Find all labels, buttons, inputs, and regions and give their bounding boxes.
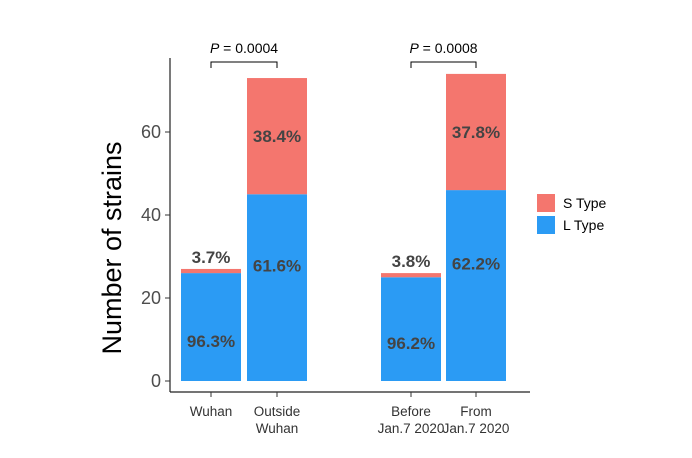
y-tick-label: 40 [141,205,161,225]
legend-label: L Type [563,217,604,233]
y-tick-label: 0 [151,371,161,391]
legend-swatch [537,216,555,234]
y-tick-label: 60 [141,122,161,142]
bar-labels-layer: 96.3% 3.7% 61.6% 38.4% 96.2% 3.8% 62.2% 37.8% [187,123,500,353]
significance-annotations: P = 0.0004 P = 0.0008 [210,40,478,68]
bar-s-type [247,78,307,195]
x-tick-label: Wuhan [190,404,233,419]
l-type-percent-label: 62.2% [452,255,500,274]
legend: S Type L Type [537,194,607,234]
s-type-percent-label: 3.7% [192,248,231,267]
l-type-percent-label: 61.6% [253,257,301,276]
significance-bracket [410,61,477,68]
x-tick-label: Before [391,404,431,419]
bar-l-type [381,277,441,381]
bar-l-type [247,194,307,381]
bar-s-type [181,268,241,274]
significance-bracket [210,61,278,68]
y-axis-label: Number of strains [97,141,127,354]
x-tick-label: Wuhan [256,421,299,436]
p-value-label: P = 0.0004 [210,40,278,56]
x-tick-label: Outside [254,404,301,419]
s-type-percent-label: 3.8% [392,252,431,271]
x-tick-label: From [460,404,492,419]
bar-s-type [446,73,506,191]
s-type-percent-label: 37.8% [452,123,500,142]
bar-l-type [181,273,241,381]
l-type-percent-label: 96.3% [187,332,235,351]
s-type-percent-label: 38.4% [253,127,301,146]
bar-l-type [446,190,506,381]
bar-s-type [381,273,441,278]
bars-layer [181,73,506,381]
legend-label: S Type [563,195,607,211]
axes: 0 20 40 60 Wuhan Outside Wuhan Before Jan.7 2020… [141,58,530,436]
p-value-label: P = 0.0008 [409,40,477,56]
y-tick-label: 20 [141,288,161,308]
l-type-percent-label: 96.2% [387,334,435,353]
x-tick-label: Jan.7 2020 [443,421,510,436]
x-tick-label: Jan.7 2020 [378,421,445,436]
legend-swatch [537,194,555,212]
